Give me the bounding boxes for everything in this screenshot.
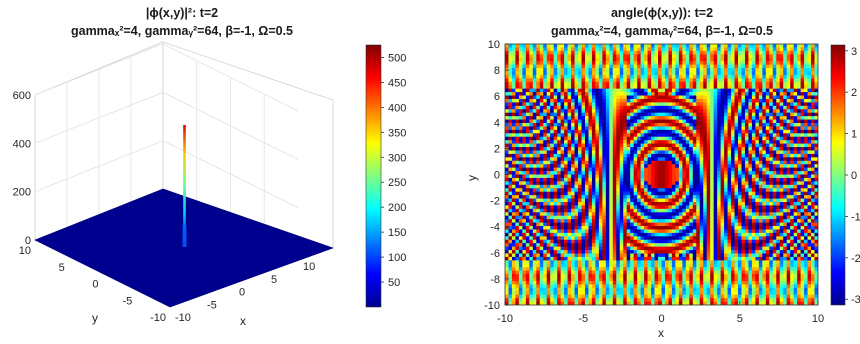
heatmap-y-tick-label: -8 (490, 274, 500, 286)
colorbar-tick-label: -1 (851, 211, 860, 223)
surface-floor (34, 188, 334, 308)
right-colorbar-ticks: 3 2 1 0 -1 -2 -3 (845, 46, 860, 306)
z-tick-labels: 0 200 400 600 (13, 90, 31, 247)
heatmap-x-tick-label: 10 (812, 313, 824, 325)
right-title-line2: gammaₓ²=4, gammaᵧ²=64, β=-1, Ω=0.5 (551, 24, 773, 38)
z-tick-label: 200 (13, 187, 31, 199)
heatmap-y-tick-label: -2 (490, 196, 500, 208)
colorbar-tick-label: 250 (388, 177, 406, 189)
right-title-line1: angle(ϕ(x,y)): t=2 (611, 6, 713, 20)
colorbar-tick-label: 1 (851, 129, 857, 141)
left-ylabel: y (92, 311, 98, 325)
heatmap-y-tick-label: 6 (494, 91, 500, 103)
colorbar-tick-label: 2 (851, 87, 857, 99)
y-tick-label: -10 (150, 312, 166, 324)
z-tick-label: 0 (25, 235, 31, 247)
right-xlabel: x (658, 326, 664, 340)
heatmap-y-tick-label: -6 (490, 248, 500, 260)
x-tick-label: -5 (207, 299, 217, 311)
right-ylabel: y (465, 175, 479, 181)
heatmap-x-tick-label: 0 (658, 313, 664, 325)
colorbar-tick-label: 0 (851, 170, 857, 182)
colorbar-tick-label: 150 (388, 227, 406, 239)
colorbar-tick-label: 400 (388, 102, 406, 114)
x-tick-label: 10 (303, 261, 315, 273)
heatmap-y-tick-label: -10 (484, 300, 500, 312)
left-title-line2: gammaₓ²=4, gammaᵧ²=64, β=-1, Ω=0.5 (71, 24, 293, 38)
heatmap-y-tick-label: 8 (494, 65, 500, 77)
colorbar-tick-label: -3 (851, 294, 860, 306)
colorbar-tick-label: 100 (388, 252, 406, 264)
heatmap-x-tick-label: -10 (497, 313, 513, 325)
x-tick-label: -10 (175, 312, 191, 324)
colorbar-tick-label: 50 (388, 277, 400, 289)
heatmap-y-tick-label: 0 (494, 170, 500, 182)
left-xlabel: x (240, 314, 246, 328)
heatmap-y-tick-label: 4 (494, 117, 500, 129)
y-tick-labels-3d: -10 -5 0 5 10 (19, 245, 166, 324)
colorbar-tick-label: 350 (388, 127, 406, 139)
colorbar-tick-label: 500 (388, 52, 406, 64)
surface-peak (182, 125, 187, 247)
colorbar-tick-label: 450 (388, 77, 406, 89)
heatmap-y-tick-label: 10 (488, 39, 500, 51)
heatmap-y-ticks: -10 -8 -6 -4 -2 0 2 4 6 8 10 (484, 39, 509, 312)
colorbar-tick-label: 200 (388, 202, 406, 214)
x-tick-label: 5 (271, 274, 277, 286)
phase-plot: angle(ϕ(x,y)): t=2 gammaₓ²=4, gammaᵧ²=64… (465, 6, 860, 340)
left-colorbar-ticks: 50 100 150 200 250 300 350 400 450 500 (381, 52, 406, 289)
colorbar-tick-label: 3 (851, 46, 857, 58)
left-title-line1: |ϕ(x,y)|²: t=2 (146, 6, 218, 20)
right-colorbar (830, 44, 846, 306)
left-colorbar (365, 44, 382, 308)
y-tick-label: -5 (122, 295, 132, 307)
heatmap-x-tick-label: 5 (737, 313, 743, 325)
colorbar-tick-label: -2 (851, 253, 860, 265)
z-tick-label: 400 (13, 138, 31, 150)
x-tick-labels-3d: -10 -5 0 5 10 (175, 261, 315, 324)
surface-plot: |ϕ(x,y)|²: t=2 gammaₓ²=4, gammaᵧ²=64, β=… (13, 6, 407, 328)
phase-heatmap (505, 44, 818, 305)
heatmap-y-tick-label: -4 (490, 222, 500, 234)
grid-3d (34, 43, 299, 240)
heatmap-x-ticks: -10 -5 0 5 10 (497, 301, 824, 325)
y-tick-label: 5 (59, 262, 65, 274)
heatmap-x-tick-label: -5 (578, 313, 588, 325)
x-tick-label: 0 (239, 287, 245, 299)
z-tick-label: 600 (13, 90, 31, 102)
y-tick-label: 10 (19, 245, 31, 257)
heatmap-y-tick-label: 2 (494, 143, 500, 155)
y-tick-label: 0 (92, 279, 98, 291)
colorbar-tick-label: 300 (388, 152, 406, 164)
